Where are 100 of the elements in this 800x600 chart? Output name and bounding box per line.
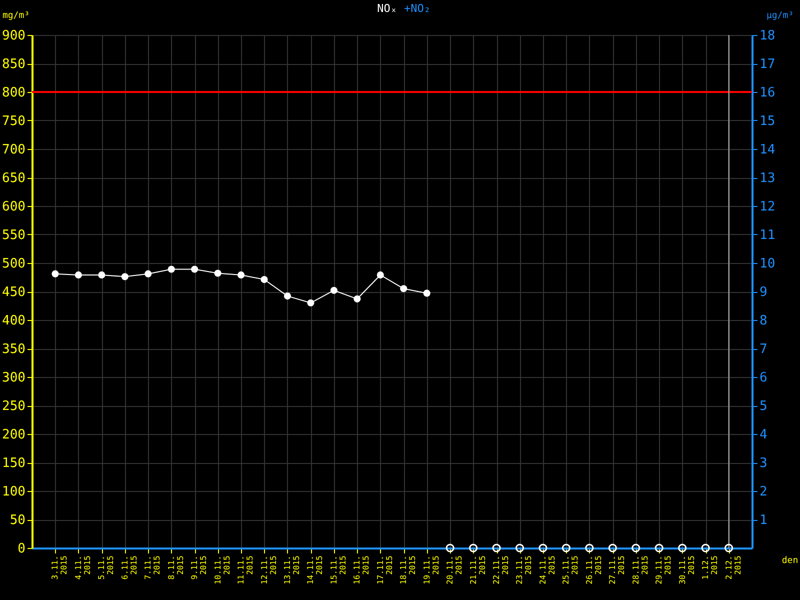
point [469,544,478,552]
y2-tick-label: 9 [760,285,768,300]
point [330,286,338,294]
x-tick-label: 15.11. 2015 [329,555,348,584]
y2-axis-title: µg/m³ [766,11,794,21]
x-tick-label: 13.11. 2015 [282,555,301,584]
y2-tick-label: 8 [760,314,768,328]
x-tick-label: 11.11. 2015 [236,555,255,584]
y2-tick-label: 3 [760,456,768,471]
point [562,544,570,552]
x-tick-label: 22.11. 2015 [492,555,510,584]
point [654,544,664,552]
point [354,295,361,302]
y2-tick-label: 18 [760,28,776,44]
y2-tick-label: 6 [760,370,768,386]
y-tick-label: 150 [2,456,26,471]
y-tick-label: 300 [2,370,26,386]
point [400,285,408,292]
x-tick-label: 2.12. 2015 [724,555,742,580]
x-tick-label: 25.11. 2015 [562,555,580,584]
y2-tick-label: 7 [760,342,768,357]
x-tick-label: 3.11. 2015 [50,555,69,580]
y2-tick-label: 10 [760,256,776,272]
x-tick-label: 28.11. 2015 [631,555,650,584]
point [446,544,454,552]
point [608,544,617,552]
y2-tick-label: 1 [760,513,768,528]
y-tick-label: 850 [2,57,26,72]
x-axis-title: den [782,556,798,566]
y-tick-label: 50 [10,513,26,528]
x-tick-label: 26.11. 2015 [584,555,603,584]
y-tick-label: 350 [2,342,26,357]
y-tick-label: 500 [2,256,26,272]
y-tick-label: 0 [18,542,26,556]
point [701,544,710,552]
y2-tick-label: 15 [760,114,776,129]
point [284,292,292,300]
x-tick-label: 27.11. 2015 [608,555,626,584]
x-tick-label: 1.12. 2015 [701,555,720,580]
y-tick-label: 600 [2,200,26,214]
x-tick-label: 6.11. 2015 [120,555,138,580]
y2-tick-label: 5 [760,399,768,414]
y-tick-label: 900 [2,28,26,44]
x-tick-label: 4.11. 2015 [74,555,92,580]
point [724,544,734,552]
x-tick-label: 24.11. 2015 [538,555,556,584]
point [678,544,687,552]
y-tick-label: 650 [2,171,26,186]
y-tick-label: 750 [2,114,26,129]
x-tick-label: 20.11. 2015 [446,555,464,584]
y2-tick-label: 2 [760,484,768,500]
point [191,266,198,273]
point [144,270,152,278]
y2-tick-label: 13 [760,171,776,186]
x-tick-label: 18.11. 2015 [399,555,418,584]
x-tick-label: 10.11. 2015 [213,555,232,584]
point [98,271,106,278]
point [52,270,59,278]
y-tick-label: 200 [2,428,26,442]
y-tick-label: 800 [2,86,26,100]
point [492,544,501,552]
chart-subtitle: +NO₂ [404,2,430,15]
point [121,273,128,280]
point [632,544,640,552]
x-tick-label: 14.11. 2015 [306,555,324,584]
x-tick-label: 29.11. 2015 [654,555,673,584]
point [260,276,268,284]
y-tick-label: 700 [2,142,26,158]
y-tick-label: 550 [2,228,26,243]
x-tick-label: 12.11. 2015 [260,555,278,584]
chart-title: NOₓ [377,2,397,15]
point [515,544,524,552]
x-tick-label: 21.11. 2015 [468,555,487,584]
x-tick-label: 7.11. 2015 [144,555,162,580]
y2-tick-label: 17 [760,57,776,72]
y-axis-title: mg/m³ [2,11,30,21]
x-tick-label: 16.11. 2015 [352,555,371,584]
x-tick-label: 17.11. 2015 [376,555,394,584]
y2-tick-label: 4 [760,428,768,442]
y2-tick-label: 11 [760,228,776,243]
point [585,544,594,552]
y-tick-label: 250 [2,399,26,414]
y-tick-label: 400 [2,314,26,328]
point [237,271,245,278]
x-tick-label: 23.11. 2015 [515,555,534,584]
point [74,271,82,278]
x-tick-label: 5.11. 2015 [97,555,116,580]
x-tick-label: 19.11. 2015 [422,555,440,584]
x-tick-label: 9.11. 2015 [190,555,208,580]
y2-tick-label: 14 [760,142,776,158]
point [307,299,314,306]
point [214,270,222,277]
x-tick-label: 30.11. 2015 [678,555,696,584]
y2-tick-label: 12 [760,200,776,214]
point [538,544,548,552]
point [423,290,430,297]
y-tick-label: 450 [2,285,26,300]
point [376,271,384,278]
y2-tick-label: 16 [760,86,776,100]
point [168,266,175,273]
